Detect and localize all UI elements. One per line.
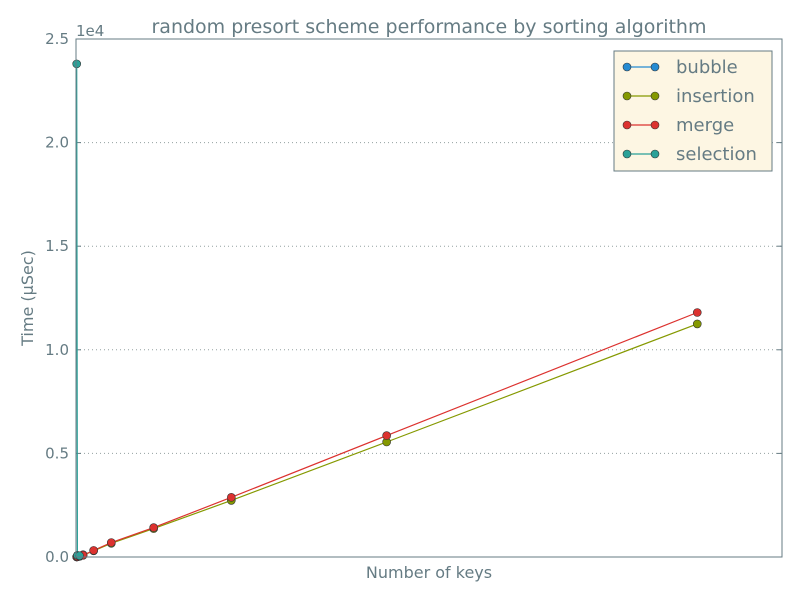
legend-item-merge: merge	[622, 115, 734, 136]
legend-marker	[622, 149, 632, 159]
legend: bubble insertion merge selection	[613, 50, 773, 172]
data-point	[692, 319, 702, 329]
legend-label: selection	[676, 144, 757, 165]
y-axis-multiplier: 1e4	[76, 22, 104, 40]
legend-label: merge	[676, 115, 734, 136]
y-tick-label: 1.0	[45, 341, 69, 359]
data-point	[149, 523, 158, 532]
legend-marker	[650, 149, 660, 159]
data-point	[692, 308, 702, 317]
data-point	[382, 431, 391, 440]
legend-box	[613, 50, 773, 172]
y-tick-label: 1.5	[45, 237, 69, 255]
legend-label: insertion	[676, 86, 755, 107]
y-tick-label: 2.5	[45, 30, 69, 48]
legend-label: bubble	[676, 57, 738, 78]
chart-title: random presort scheme performance by sor…	[152, 16, 707, 38]
legend-marker	[650, 91, 660, 101]
plot-area-frame	[75, 38, 783, 558]
y-axis-label: Time (μSec)	[18, 250, 37, 347]
data-point	[89, 546, 98, 555]
x-axis-label: Number of keys	[366, 563, 492, 582]
y-tick-label: 0.0	[45, 548, 69, 566]
legend-item-insertion: insertion	[622, 86, 755, 107]
legend-marker	[650, 120, 660, 130]
data-point	[75, 551, 84, 561]
data-point	[227, 493, 236, 502]
data-point	[72, 59, 82, 69]
legend-marker	[650, 62, 660, 72]
legend-marker	[622, 120, 632, 130]
legend-item-selection: selection	[622, 144, 757, 165]
data-point	[107, 538, 116, 547]
legend-marker	[622, 91, 632, 101]
y-tick-label: 0.5	[45, 444, 69, 462]
legend-marker	[622, 62, 632, 72]
legend-item-bubble: bubble	[622, 57, 738, 78]
y-tick-label: 2.0	[45, 134, 69, 152]
y-ticks: 0.0 0.5 1.0 1.5 2.0 2.5	[45, 30, 782, 566]
